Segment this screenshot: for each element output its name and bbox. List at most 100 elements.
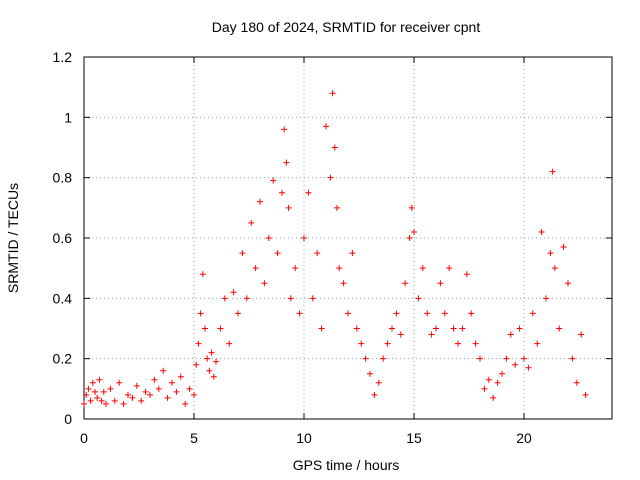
data-point [358,340,365,347]
grid-lines [84,57,612,419]
data-point [380,355,387,362]
data-points [81,90,589,407]
data-point [578,331,585,338]
data-point [208,349,215,356]
data-point [340,280,347,287]
x-tick-label: 0 [80,430,88,446]
data-point [89,379,96,386]
data-point [477,355,483,362]
data-point [164,394,171,401]
data-point [177,373,184,380]
x-tick-label: 15 [406,430,422,446]
data-point [534,340,541,347]
data-point [160,367,167,374]
data-point [116,379,123,386]
data-point [182,400,189,407]
data-point [197,310,204,317]
data-point [547,250,554,257]
data-point [499,370,505,377]
data-point [446,265,453,272]
data-point [582,391,589,398]
data-point [296,310,303,317]
data-point [543,295,549,302]
data-point [107,385,114,392]
y-tick-label: 0.8 [53,170,73,186]
data-point [292,265,299,272]
data-point [96,376,103,383]
data-point [551,265,558,272]
data-point [433,325,439,332]
data-point [279,189,285,196]
y-tick-label: 0.2 [53,351,73,367]
data-point [441,310,448,317]
data-point [512,361,519,368]
data-point [195,340,202,347]
data-point [397,331,404,338]
data-point [353,325,360,332]
data-point [371,391,378,398]
data-point [336,265,343,272]
data-point [125,391,131,398]
data-point [318,325,325,332]
data-point [314,250,321,257]
data-point [490,394,497,401]
x-tick-label: 5 [190,430,198,446]
data-point [402,280,409,287]
data-point [424,310,431,317]
data-point [235,310,241,317]
data-point [239,250,246,257]
data-point [472,340,479,347]
data-point [199,271,206,278]
data-point [573,379,580,386]
data-point [261,280,268,287]
data-point [494,379,501,386]
data-point [283,159,290,166]
data-point [406,235,413,241]
data-point [221,295,228,302]
data-point [408,204,415,211]
data-point [463,271,470,278]
data-point [210,373,217,380]
data-point [525,364,532,371]
data-point [193,361,200,368]
y-tick-label: 1.2 [53,49,73,65]
data-point [155,385,162,392]
chart-title: Day 180 of 2024, SRMTID for receiver cpn… [212,19,481,35]
data-point [191,391,197,398]
data-point [375,379,382,386]
data-point [281,126,288,133]
data-point [411,228,417,235]
data-point [133,382,140,389]
data-point [305,189,312,196]
data-point [257,198,263,205]
data-point [85,385,92,392]
data-point [565,280,571,287]
data-point [549,168,556,175]
data-point [428,331,435,338]
data-point [437,280,444,287]
data-point [204,355,211,362]
y-tick-label: 0.4 [53,290,73,306]
data-point [265,235,272,241]
data-point [507,331,514,338]
data-point [384,340,391,347]
data-point [450,325,457,332]
data-point [94,394,101,401]
data-point [92,388,98,395]
data-point [287,295,294,302]
data-point [142,388,149,395]
y-tick-label: 0 [64,411,72,427]
data-point [521,355,527,362]
y-tick-label: 0.6 [53,230,73,246]
data-point [147,391,153,398]
data-point [485,376,492,383]
data-point [362,355,369,362]
y-tick-label: 1 [64,109,72,125]
data-point [309,295,316,302]
data-point [87,397,94,404]
x-tick-label: 20 [516,430,532,446]
data-point [455,340,461,347]
y-axis-label: SRMTID / TECUs [5,183,21,293]
data-point [468,310,475,317]
